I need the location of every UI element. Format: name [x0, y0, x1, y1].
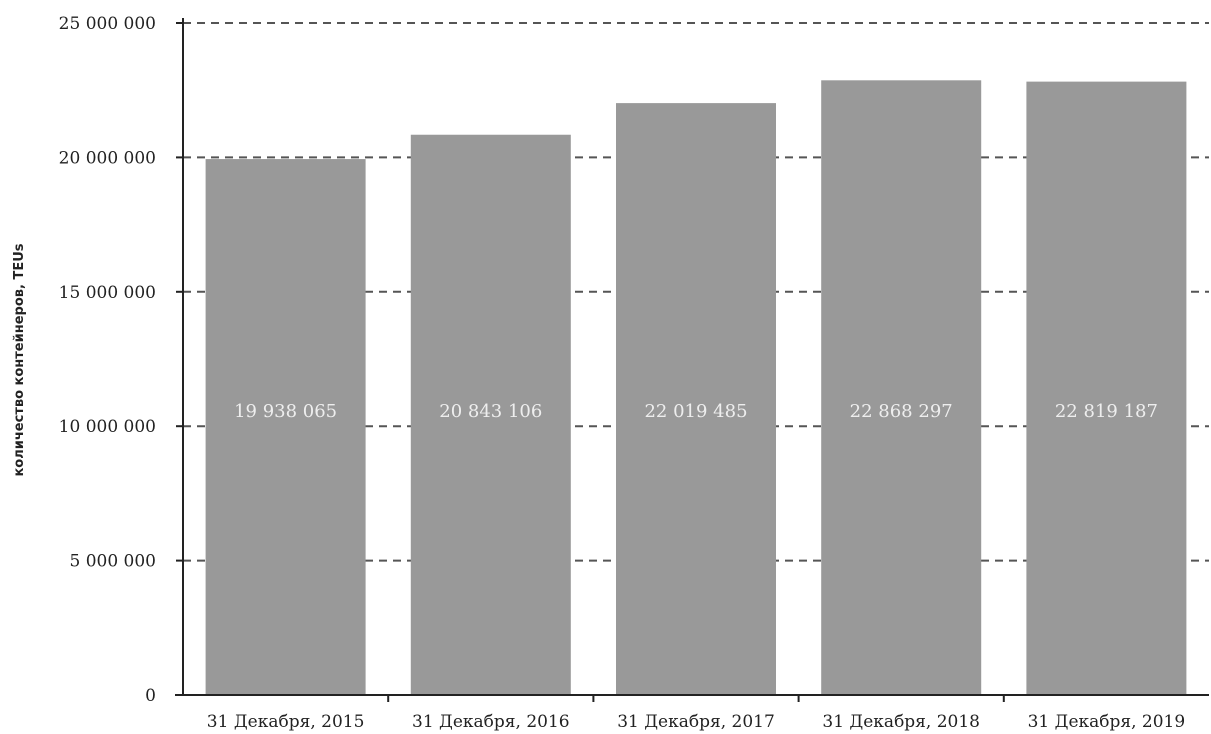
bar [410, 134, 571, 695]
y-tick-label: 25 000 000 [59, 14, 156, 34]
bar-value-label: 22 019 485 [644, 401, 747, 422]
y-tick-label: 15 000 000 [59, 283, 156, 303]
bar [1026, 81, 1187, 696]
x-tick-label: 31 Декабря, 2015 [207, 712, 365, 732]
x-tick-label: 31 Декабря, 2016 [412, 712, 570, 732]
y-tick-label: 20 000 000 [59, 148, 156, 168]
bar [616, 103, 776, 696]
bar [821, 80, 982, 696]
bar-value-label: 22 868 297 [850, 401, 953, 422]
data-labels: 19 938 065 20 843 106 22 019 485 22 868 297… [234, 401, 1158, 422]
bar-value-label: 22 819 187 [1055, 401, 1158, 422]
y-tick-label: 10 000 000 [59, 417, 156, 437]
bar-value-label: 20 843 106 [439, 401, 542, 422]
bar [205, 159, 366, 695]
y-tick-label: 5 000 000 [69, 552, 156, 572]
y-tick-label: 0 [145, 686, 156, 706]
bars [205, 80, 1187, 696]
x-tick-label: 31 Декабря, 2017 [617, 712, 775, 732]
x-tick-label: 31 Декабря, 2019 [1028, 712, 1186, 732]
x-tick-label: 31 Декабря, 2018 [822, 712, 980, 732]
y-axis-title: количество контейнеров, TEUs [12, 243, 27, 476]
x-axis-ticks: 31 Декабря, 2015 31 Декабря, 2016 31 Декаб… [207, 695, 1185, 732]
bar-value-label: 19 938 065 [234, 401, 337, 422]
y-axis-ticks: 0 5 000 000 10 000 000 15 000 000 20 000 000… [59, 14, 183, 706]
